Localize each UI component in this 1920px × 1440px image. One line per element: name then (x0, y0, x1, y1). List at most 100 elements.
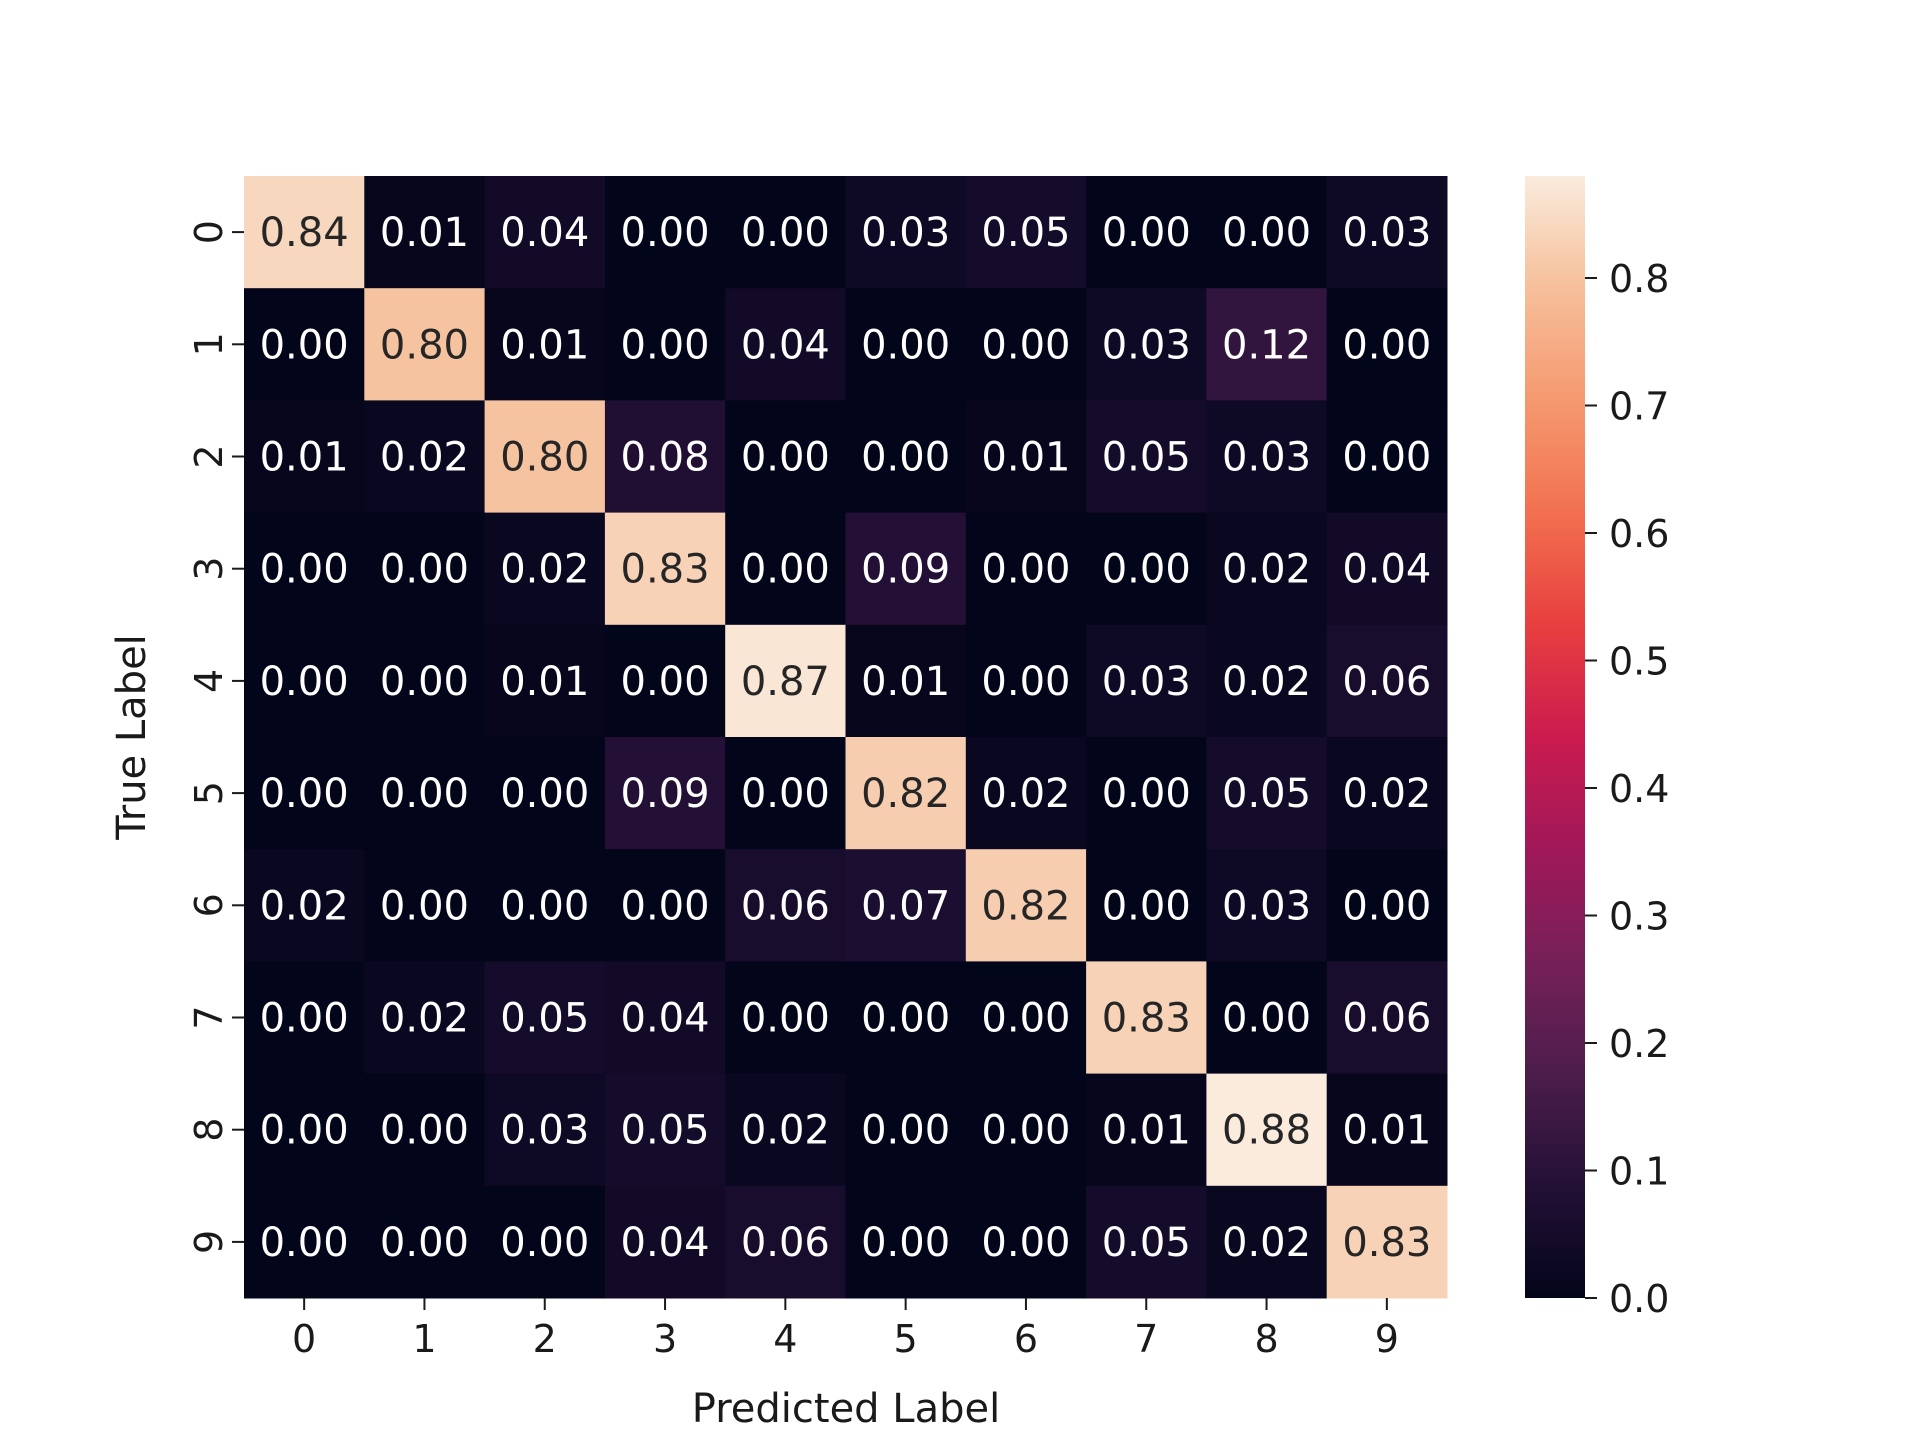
cell-value-label: 0.04 (621, 996, 710, 1042)
cell-value-label: 0.09 (621, 771, 710, 817)
colorbar-tick-label: 0.7 (1609, 385, 1669, 429)
cell-value-label: 0.03 (1222, 883, 1311, 929)
heatmap-cell (725, 737, 846, 850)
heatmap-cell (1326, 176, 1448, 289)
cell-value-label: 0.05 (1102, 1220, 1191, 1266)
cell-value-label: 0.00 (981, 996, 1070, 1042)
heatmap-cells: 0.84 0.01 0.04 0.00 0.00 0.03 0.05 0.00 0.00 0.03… (244, 176, 1448, 1299)
heatmap-cell (845, 961, 967, 1075)
heatmap-cell (244, 400, 365, 514)
colorbar (1525, 176, 1585, 1298)
cell-value-label: 0.00 (741, 435, 830, 481)
y-tick-label: 5 (187, 781, 231, 805)
cell-value-label: 0.00 (260, 996, 349, 1042)
heatmap-cell (1206, 400, 1328, 514)
cell-value-label: 0.00 (741, 771, 830, 817)
heatmap-cell (725, 176, 846, 289)
heatmap-cell (965, 1185, 1087, 1299)
cell-value-label: 0.09 (861, 547, 950, 593)
cell-value-label: 0.00 (1222, 210, 1311, 256)
heatmap-cell (965, 961, 1087, 1075)
heatmap-cell (1326, 849, 1448, 962)
cell-value-label: 0.06 (1342, 659, 1431, 705)
x-tick-label: 4 (773, 1317, 797, 1361)
heatmap-cell (725, 400, 846, 514)
cell-value-label: 0.02 (981, 771, 1070, 817)
cell-value-label: 0.02 (500, 547, 589, 593)
heatmap-cell (845, 400, 967, 514)
cell-value-label: 0.01 (380, 210, 469, 256)
x-tick-label: 1 (412, 1317, 436, 1361)
cell-value-label: 0.00 (1342, 883, 1431, 929)
x-tick-label: 7 (1134, 1317, 1158, 1361)
cell-value-label: 0.83 (1102, 996, 1191, 1042)
cell-value-label: 0.00 (380, 547, 469, 593)
heatmap-cell (725, 1185, 846, 1299)
heatmap-cell (484, 400, 606, 514)
cell-value-label: 0.00 (981, 322, 1070, 368)
cell-value-label: 0.82 (981, 883, 1070, 929)
heatmap-cell (364, 624, 486, 738)
heatmap-cell (244, 849, 365, 962)
heatmap-cell (1206, 624, 1328, 738)
cell-value-label: 0.00 (861, 322, 950, 368)
x-tick-label: 9 (1375, 1317, 1399, 1361)
cell-value-label: 0.03 (1102, 659, 1191, 705)
cell-value-label: 0.83 (1342, 1220, 1431, 1266)
heatmap-cell (845, 288, 967, 401)
cell-value-label: 0.80 (500, 435, 589, 481)
heatmap-cell (604, 624, 726, 738)
cell-value-label: 0.05 (1222, 771, 1311, 817)
heatmap-cell (364, 1073, 486, 1187)
cell-value-label: 0.00 (380, 1220, 469, 1266)
cell-value-label: 0.01 (1102, 1108, 1191, 1154)
cell-value-label: 0.00 (741, 996, 830, 1042)
x-tick-label: 0 (292, 1317, 316, 1361)
y-tick-label: 8 (187, 1118, 231, 1142)
colorbar-tick-label: 0.3 (1609, 895, 1669, 939)
heatmap-cell (725, 1073, 846, 1187)
y-tick-label: 4 (187, 669, 231, 693)
heatmap-cell (965, 400, 1087, 514)
cell-value-label: 0.00 (1342, 435, 1431, 481)
cell-value-label: 0.00 (981, 547, 1070, 593)
heatmap-cell (1326, 288, 1448, 401)
cell-value-label: 0.00 (380, 883, 469, 929)
cell-value-label: 0.07 (861, 883, 950, 929)
colorbar-tick-label: 0.8 (1609, 257, 1669, 301)
y-tick-label: 2 (187, 444, 231, 468)
heatmap-cell (604, 400, 726, 514)
cell-value-label: 0.01 (1342, 1108, 1431, 1154)
heatmap-cell (965, 737, 1087, 850)
cell-value-label: 0.00 (981, 1220, 1070, 1266)
heatmap-cell (244, 1185, 365, 1299)
colorbar-tick-label: 0.6 (1609, 512, 1669, 556)
heatmap-cell (244, 961, 365, 1075)
cell-value-label: 0.02 (741, 1108, 830, 1154)
y-tick-label: 6 (187, 893, 231, 917)
cell-value-label: 0.02 (260, 883, 349, 929)
heatmap-cell (604, 1073, 726, 1187)
cell-value-label: 0.00 (500, 1220, 589, 1266)
x-tick-label: 8 (1254, 1317, 1278, 1361)
cell-value-label: 0.04 (1342, 547, 1431, 593)
cell-value-label: 0.00 (1102, 883, 1191, 929)
cell-value-label: 0.01 (500, 322, 589, 368)
colorbar-tick-label: 0.5 (1609, 640, 1669, 684)
cell-value-label: 0.03 (861, 210, 950, 256)
heatmap-cell (1326, 512, 1448, 626)
cell-value-label: 0.00 (500, 771, 589, 817)
heatmap-cell (965, 288, 1087, 401)
cell-value-label: 0.00 (861, 1108, 950, 1154)
colorbar-tick-label: 0.4 (1609, 767, 1669, 811)
heatmap-cell (244, 737, 365, 850)
heatmap-cell (604, 1185, 726, 1299)
cell-value-label: 0.82 (861, 771, 950, 817)
cell-value-label: 0.00 (621, 210, 710, 256)
heatmap-cell (604, 737, 726, 850)
heatmap-cell (1326, 1073, 1448, 1187)
cell-value-label: 0.12 (1222, 322, 1311, 368)
y-axis-label: True Label (109, 634, 155, 841)
heatmap-cell (1206, 737, 1328, 850)
